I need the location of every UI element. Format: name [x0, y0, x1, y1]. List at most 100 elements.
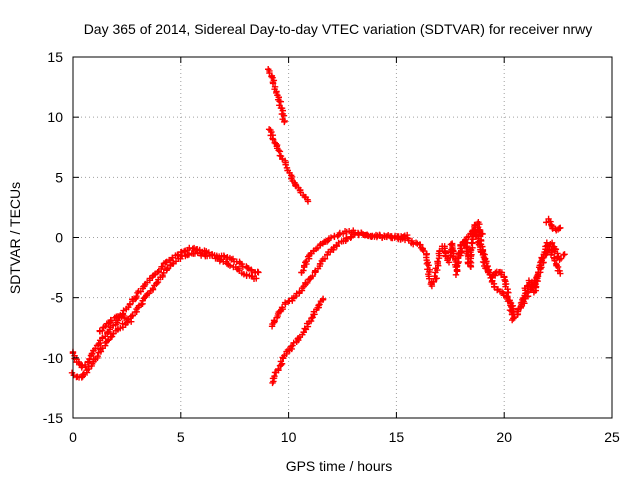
data-point [277, 98, 285, 105]
data-point [304, 198, 312, 205]
data-point [520, 295, 528, 303]
series-track-3 [96, 313, 135, 335]
data-point [533, 272, 541, 280]
y-axis-label: SDTVAR / TECUs [7, 182, 23, 294]
data-point [452, 271, 460, 278]
data-point [300, 267, 307, 274]
y-tick-label: 10 [47, 109, 63, 125]
data-point [434, 258, 441, 265]
data-point [99, 327, 106, 335]
x-axis-label: GPS time / hours [286, 458, 393, 474]
series-track-1 [69, 244, 262, 371]
data-point [365, 232, 372, 240]
data-point [538, 255, 546, 263]
data-point [290, 339, 297, 347]
series-track-4 [265, 66, 288, 126]
data-point [561, 251, 568, 258]
data-point [308, 314, 315, 322]
data-point [327, 234, 335, 241]
data-point [104, 329, 111, 336]
x-tick-label: 10 [281, 429, 297, 445]
data-point [420, 247, 427, 255]
data-point [159, 263, 166, 270]
series-track-5 [265, 126, 312, 205]
data-point [278, 304, 286, 311]
data-point [315, 302, 322, 309]
y-axis-ticks: -15 -10 -5 0 5 10 15 [43, 49, 612, 426]
y-tick-label: 5 [55, 169, 63, 185]
data-point [319, 295, 327, 303]
data-point [243, 271, 250, 278]
data-point [209, 252, 216, 259]
series-track-10 [455, 227, 564, 316]
data-point [383, 233, 391, 241]
grid [72, 56, 613, 419]
data-point [138, 301, 145, 308]
data-point [535, 269, 542, 276]
data-point [557, 224, 564, 232]
data-point [282, 161, 289, 168]
data-point [510, 315, 517, 322]
data-point [302, 259, 309, 266]
data-point [557, 255, 565, 262]
data-point [343, 235, 351, 243]
data-point [269, 80, 277, 87]
data-point [466, 258, 474, 265]
data-point [425, 262, 432, 269]
data-point [547, 218, 554, 225]
y-tick-label: -10 [43, 350, 63, 366]
data-point [417, 241, 424, 248]
x-axis-ticks: 0 5 10 15 20 25 [69, 57, 620, 445]
data-point [431, 272, 438, 280]
data-point [321, 255, 329, 262]
data-point [476, 221, 483, 228]
data-point [412, 239, 420, 246]
data-point [301, 325, 308, 332]
data-point [80, 370, 87, 378]
data-point [154, 268, 161, 276]
data-point [205, 249, 213, 256]
data-point [476, 226, 484, 234]
x-tick-label: 20 [496, 429, 512, 445]
data-point [500, 292, 507, 299]
series-track-12 [543, 215, 564, 234]
data-point [336, 229, 344, 237]
data-marks [68, 66, 568, 387]
data-point [557, 270, 564, 277]
data-point [419, 246, 426, 253]
y-tick-label: 15 [47, 49, 63, 65]
x-tick-label: 25 [604, 429, 620, 445]
series-track-2 [68, 249, 260, 381]
data-point [525, 277, 533, 284]
data-point [309, 272, 316, 280]
data-point [426, 275, 433, 282]
chart-title: Day 365 of 2014, Sidereal Day-to-day VTE… [84, 21, 593, 37]
data-point [479, 230, 486, 238]
data-point [128, 318, 135, 325]
data-point [226, 262, 234, 269]
data-point [133, 293, 140, 300]
y-tick-label: -5 [51, 290, 64, 306]
data-point [269, 136, 277, 143]
data-point [547, 251, 555, 258]
data-point [94, 352, 101, 360]
x-tick-label: 0 [69, 429, 77, 445]
data-point [238, 260, 245, 268]
data-point [480, 250, 487, 257]
data-point [180, 248, 188, 255]
data-point [268, 73, 275, 80]
data-point [197, 252, 205, 259]
data-point [281, 299, 289, 306]
data-point [275, 365, 282, 373]
data-point [248, 267, 255, 274]
data-point [304, 323, 312, 330]
x-tick-label: 15 [389, 429, 405, 445]
data-point [85, 363, 92, 371]
x-tick-label: 5 [177, 429, 185, 445]
data-point [280, 112, 288, 119]
data-point [548, 221, 555, 229]
data-point [316, 301, 323, 308]
data-point [303, 279, 311, 287]
y-tick-label: -15 [43, 410, 63, 426]
